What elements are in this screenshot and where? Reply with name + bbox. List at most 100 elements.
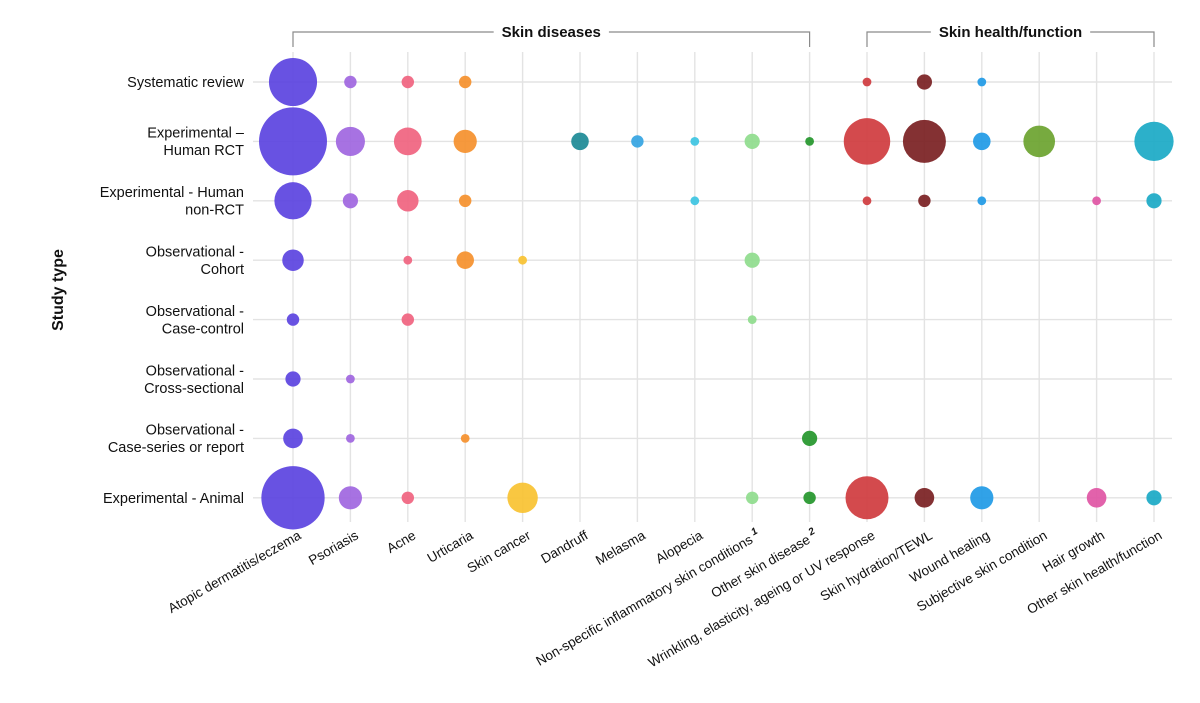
column-label-text: Atopic dermatitis/eczema (165, 527, 304, 616)
bubble-other-skin-disease-row-6 (802, 430, 818, 446)
bubble-atopic-dermatitis-eczema-row-5 (285, 371, 301, 387)
bubble-acne-row-3 (403, 255, 413, 265)
group-bracket-left (292, 31, 494, 47)
row-labels: Systematic review Experimental – Human RCT… (100, 75, 245, 507)
bubble-atopic-dermatitis-eczema-row-3 (282, 249, 304, 271)
bubble-atopic-dermatitis-eczema-row-6 (283, 428, 303, 449)
bubble-acne-row-7 (401, 491, 415, 505)
row-label: Experimental - Animal (103, 491, 244, 507)
row-label: Observational -Case-series or report (108, 423, 244, 457)
row-label-line: Experimental – (147, 126, 245, 142)
row-label-line: Observational - (146, 304, 244, 320)
bubble-alopecia-row-2 (690, 196, 700, 206)
column-label-atopic-dermatitis-eczema: Atopic dermatitis/eczema (165, 527, 304, 616)
group-bracket-right (1090, 31, 1155, 47)
row-label-line: Observational - (146, 423, 244, 439)
y-axis-title: Study type (50, 249, 67, 331)
bubble-atopic-dermatitis-eczema-row-2 (274, 182, 312, 220)
row-label-line: Cross-sectional (144, 381, 244, 397)
bubble-other-skin-health-function-row-1 (1134, 121, 1174, 162)
column-label-text: Skin cancer (465, 527, 534, 576)
row-label-line: Case-control (162, 321, 244, 337)
bubble-wrinkling-elasticity-ageing-or-uv-response-row-7 (845, 476, 889, 520)
row-label: Observational - Cohort (146, 244, 244, 278)
group-label-skin-health-function: Skin health/function (939, 24, 1082, 41)
bubble-wrinkling-elasticity-ageing-or-uv-response-row-2 (862, 196, 872, 206)
bubble-urticaria-row-6 (460, 434, 470, 443)
bubble-skin-hydration-tewl-row-0 (916, 74, 933, 90)
group-label-skin-diseases: Skin diseases (502, 24, 601, 41)
bubble-psoriasis-row-0 (344, 75, 357, 89)
bubble-skin-hydration-tewl-row-7 (914, 487, 935, 508)
bubble-skin-hydration-tewl-row-1 (902, 119, 946, 163)
bubble-other-skin-disease-row-7 (803, 491, 816, 505)
column-label-text: Melasma (593, 527, 648, 568)
bubble-wrinkling-elasticity-ageing-or-uv-response-row-1 (843, 118, 891, 165)
bubble-wound-healing-row-1 (973, 132, 991, 151)
bubble-non-specific-inflammatory-skin-conditions-row-7 (745, 491, 759, 505)
bubble-psoriasis-row-7 (338, 486, 363, 510)
bubble-skin-hydration-tewl-row-2 (918, 194, 931, 208)
bubble-urticaria-row-0 (458, 75, 472, 89)
bubble-urticaria-row-2 (458, 194, 472, 208)
bubble-acne-row-0 (401, 75, 415, 89)
bubble-urticaria-row-1 (453, 129, 477, 154)
bubble-wrinkling-elasticity-ageing-or-uv-response-row-0 (862, 77, 872, 87)
column-label-skin-cancer: Skin cancer (465, 527, 534, 576)
group-bracket-right (608, 31, 811, 47)
bubble-non-specific-inflammatory-skin-conditions-row-4 (747, 315, 757, 324)
bubble-hair-growth-row-7 (1086, 487, 1107, 508)
row-label: Observational -Case-control (146, 304, 244, 338)
bubble-atopic-dermatitis-eczema-row-4 (286, 313, 300, 326)
bubble-atopic-dermatitis-eczema-row-1 (259, 107, 327, 176)
bubble-psoriasis-row-5 (346, 374, 355, 384)
row-label-line: Systematic review (127, 75, 244, 91)
group-brackets: Skin diseases Skin health/function (292, 24, 1155, 47)
gridlines (253, 52, 1172, 522)
bubble-psoriasis-row-6 (346, 434, 355, 443)
row-label: Experimental - Human non-RCT (100, 185, 244, 219)
row-label: Observational - Cross-sectional (144, 363, 244, 397)
bubble-acne-row-4 (401, 313, 415, 326)
bubble-atopic-dermatitis-eczema-row-7 (261, 466, 325, 530)
column-label-psoriasis: Psoriasis (306, 527, 361, 567)
bubble-dandruff-row-1 (571, 132, 589, 151)
bubble-psoriasis-row-1 (335, 126, 365, 156)
bubbles (259, 57, 1174, 530)
row-label-line: Observational - (146, 363, 244, 379)
row-label-line: Observational - (146, 244, 244, 260)
column-label-dandruff: Dandruff (538, 527, 590, 566)
bubble-skin-cancer-row-3 (518, 255, 527, 265)
bubble-wound-healing-row-2 (977, 196, 987, 206)
column-label-footnote: 2 (806, 526, 818, 539)
bubble-non-specific-inflammatory-skin-conditions-row-1 (744, 133, 760, 149)
group-bracket-left (866, 31, 931, 47)
bubble-wound-healing-row-7 (970, 486, 994, 510)
bubble-acne-row-1 (393, 127, 422, 156)
column-label-footnote: 1 (749, 526, 760, 539)
column-label-text: Dandruff (538, 527, 590, 566)
bubble-alopecia-row-1 (690, 137, 700, 146)
bubble-other-skin-disease-row-1 (805, 137, 814, 146)
row-label-line: Human RCT (163, 143, 244, 159)
bubble-wound-healing-row-0 (977, 77, 987, 87)
row-label-line: Case-series or report (108, 440, 244, 456)
bubble-acne-row-2 (397, 190, 419, 212)
bubble-skin-cancer-row-7 (507, 482, 538, 514)
bubble-psoriasis-row-2 (342, 193, 358, 209)
row-label-line: Cohort (200, 262, 244, 278)
bubble-subjective-skin-condition-row-1 (1023, 125, 1056, 158)
row-label-line: Experimental - Animal (103, 491, 244, 507)
column-label-text: Psoriasis (306, 527, 361, 567)
bubble-urticaria-row-3 (456, 251, 474, 269)
bubble-atopic-dermatitis-eczema-row-0 (268, 57, 318, 107)
bubble-other-skin-health-function-row-2 (1146, 193, 1162, 209)
bubble-melasma-row-1 (631, 135, 644, 148)
bubble-hair-growth-row-2 (1092, 196, 1101, 206)
column-label-melasma: Melasma (593, 527, 648, 568)
row-label-line: non-RCT (185, 203, 244, 219)
bubble-other-skin-health-function-row-7 (1146, 490, 1162, 506)
column-label-acne: Acne (384, 528, 418, 556)
column-label-text: Acne (384, 528, 418, 556)
row-label: Systematic review (127, 75, 244, 91)
